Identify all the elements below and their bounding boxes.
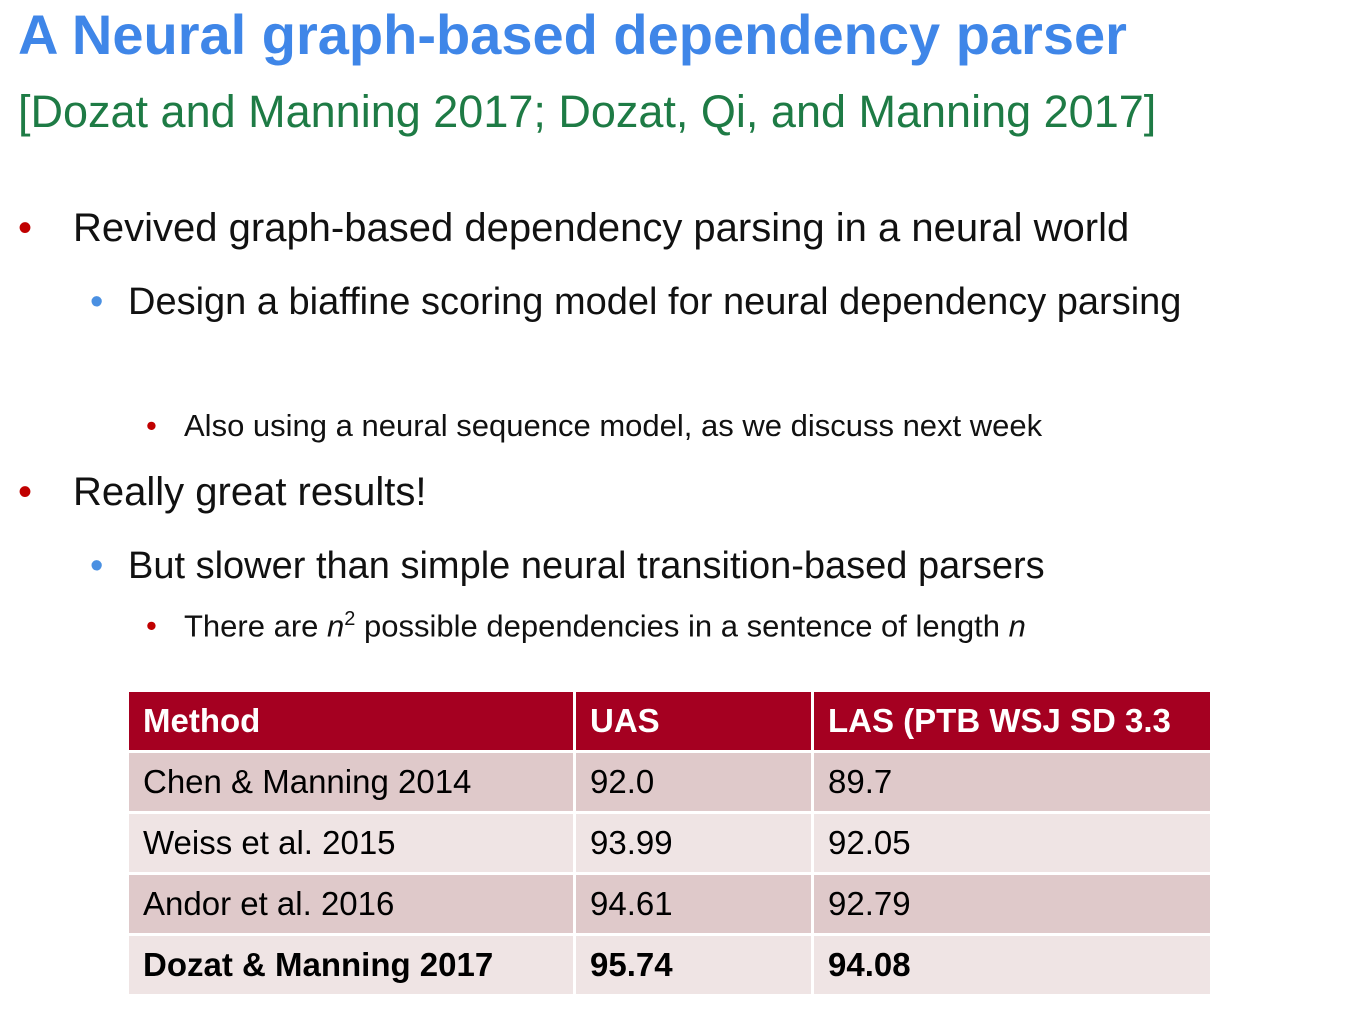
table-body: Chen & Manning 2014 92.0 89.7 Weiss et al. … [126,750,1213,997]
math-var: n [1008,608,1026,644]
bullet: • But slower than simple neural transitio… [90,545,1045,587]
bullet-text: There are [184,608,328,644]
bullet-text: Also using a neural sequence model, as w… [184,408,1043,443]
table-cell: 92.0 [573,750,814,814]
bullet-text: But slower than simple neural transition… [128,545,1045,587]
table-cell: 95.74 [573,933,814,997]
table-cell: 92.79 [811,872,1213,936]
table-row: Weiss et al. 2015 93.99 92.05 [126,811,1213,875]
table-cell: 94.08 [811,933,1213,997]
column-header: UAS [573,689,814,753]
bullet: • Revived graph-based dependency parsing … [18,206,1130,250]
bullet: • Really great results! [18,470,427,514]
bullet-text: Really great results! [73,470,427,514]
table-cell: Andor et al. 2016 [126,872,576,936]
subtitle: [Dozat and Manning 2017; Dozat, Qi, and … [18,86,1157,137]
table-row: Chen & Manning 2014 92.0 89.7 [126,750,1213,814]
table-cell: 89.7 [811,750,1213,814]
table-cell: 93.99 [573,811,814,875]
bullet: • Also using a neural sequence model, as … [146,408,1043,443]
column-header: Method [126,689,576,753]
bullet-text: Design a biaffine scoring model for neur… [128,281,1182,323]
table-row: Dozat & Manning 2017 95.74 94.08 [126,933,1213,997]
table-cell: 92.05 [811,811,1213,875]
bullet: • There are n2 possible dependencies in a… [146,608,1026,644]
table-cell: Chen & Manning 2014 [126,750,576,814]
bullet-text: possible dependencies in a sentence of l… [355,608,1009,644]
bullet-text: Revived graph-based dependency parsing i… [73,206,1130,250]
table-cell: Dozat & Manning 2017 [126,933,576,997]
header-row: Method UAS LAS (PTB WSJ SD 3.3 [126,689,1213,753]
title: A Neural graph-based dependency parser [18,3,1127,66]
results-table: Method UAS LAS (PTB WSJ SD 3.3 Chen & Ma… [126,689,1213,997]
table-cell: Weiss et al. 2015 [126,811,576,875]
table-row: Andor et al. 2016 94.61 92.79 [126,872,1213,936]
column-header: LAS (PTB WSJ SD 3.3 [811,689,1213,753]
table-cell: 94.61 [573,872,814,936]
superscript: 2 [344,608,356,630]
math-var: n [327,608,345,644]
bullet: • Design a biaffine scoring model for neu… [90,281,1182,323]
